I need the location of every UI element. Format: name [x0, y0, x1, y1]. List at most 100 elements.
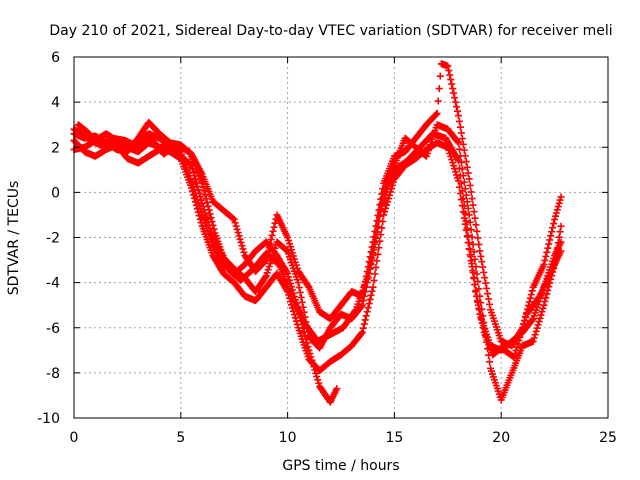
data-point [296, 288, 304, 296]
data-point [553, 244, 561, 252]
data-point [454, 157, 462, 165]
data-point [209, 221, 217, 229]
data-point [362, 312, 370, 320]
data-point [520, 320, 528, 328]
data-point [205, 206, 213, 214]
data-point [518, 327, 526, 335]
data-point [268, 231, 276, 239]
data-point [233, 225, 241, 233]
data-point [235, 232, 243, 240]
series-track-5 [74, 121, 565, 361]
data-point [554, 203, 562, 211]
x-tick-labels: 0 5 10 15 20 25 [70, 430, 617, 446]
data-point [545, 240, 553, 248]
data-point [513, 343, 521, 351]
data-point [542, 294, 550, 302]
data-point [474, 234, 482, 242]
data-point [370, 244, 378, 252]
data-point [467, 188, 475, 196]
data-point [358, 301, 366, 309]
data-point [297, 293, 305, 301]
data-point [301, 332, 309, 340]
data-point [539, 304, 547, 312]
data-point [469, 240, 477, 248]
data-point [529, 337, 537, 345]
data-point [195, 212, 203, 220]
data-point [552, 212, 560, 220]
data-point [479, 263, 487, 271]
data-point [549, 224, 557, 232]
data-point [196, 193, 204, 201]
data-point [455, 117, 463, 125]
data-point [283, 246, 291, 254]
data-point [540, 301, 548, 309]
data-point [304, 282, 312, 290]
data-point [270, 223, 278, 231]
data-point [372, 233, 380, 241]
data-point [200, 187, 208, 195]
data-point [555, 233, 563, 241]
data-point [446, 71, 454, 79]
data-point [467, 253, 475, 261]
data-point [450, 89, 458, 97]
data-point [459, 194, 467, 202]
data-point [553, 206, 561, 214]
data-point [202, 195, 210, 203]
data-point [511, 350, 519, 358]
data-point [483, 284, 491, 292]
data-point [373, 228, 381, 236]
data-point [540, 261, 548, 269]
data-point [550, 220, 558, 228]
series-track-3 [70, 60, 565, 350]
data-point [486, 300, 494, 308]
data-point [473, 227, 481, 235]
data-point [444, 62, 452, 70]
data-point [187, 184, 195, 192]
data-point [196, 215, 204, 223]
y-tick-labels: -10 -8 -6 -4 -2 0 2 4 6 [37, 50, 60, 427]
x-tick-label: 5 [176, 430, 185, 446]
data-point [375, 218, 383, 226]
data-point [475, 306, 483, 314]
data-point [189, 191, 197, 199]
data-point [382, 204, 390, 212]
data-point [464, 204, 472, 212]
data-point [547, 232, 555, 240]
data-point [236, 235, 244, 243]
y-tick-label: -2 [46, 231, 60, 247]
data-point [367, 259, 375, 267]
data-point [527, 291, 535, 299]
y-tick-label: -6 [46, 321, 60, 337]
data-point [366, 295, 374, 303]
data-point [378, 224, 386, 232]
data-point [207, 214, 215, 222]
data-point [312, 369, 320, 377]
data-point [471, 281, 479, 289]
data-point [367, 291, 375, 299]
x-tick-label: 15 [385, 430, 403, 446]
y-tick-label: 4 [51, 95, 60, 111]
data-point [374, 250, 382, 258]
data-point [204, 202, 212, 210]
data-point [333, 385, 341, 393]
data-point [515, 337, 523, 345]
data-point [364, 304, 372, 312]
data-point [291, 314, 299, 322]
data-point [384, 198, 392, 206]
data-point [206, 210, 214, 218]
data-point [234, 229, 242, 237]
data-point [201, 191, 209, 199]
data-point [448, 80, 456, 88]
data-point [197, 196, 205, 204]
data-point [190, 194, 198, 202]
data-point [521, 317, 529, 325]
x-tick-label: 25 [599, 430, 617, 446]
data-point [514, 340, 522, 348]
data-point [366, 264, 374, 272]
data-point [465, 175, 473, 183]
data-point [455, 145, 463, 153]
data-point [358, 328, 366, 336]
data-point [528, 287, 536, 295]
data-point [533, 324, 541, 332]
